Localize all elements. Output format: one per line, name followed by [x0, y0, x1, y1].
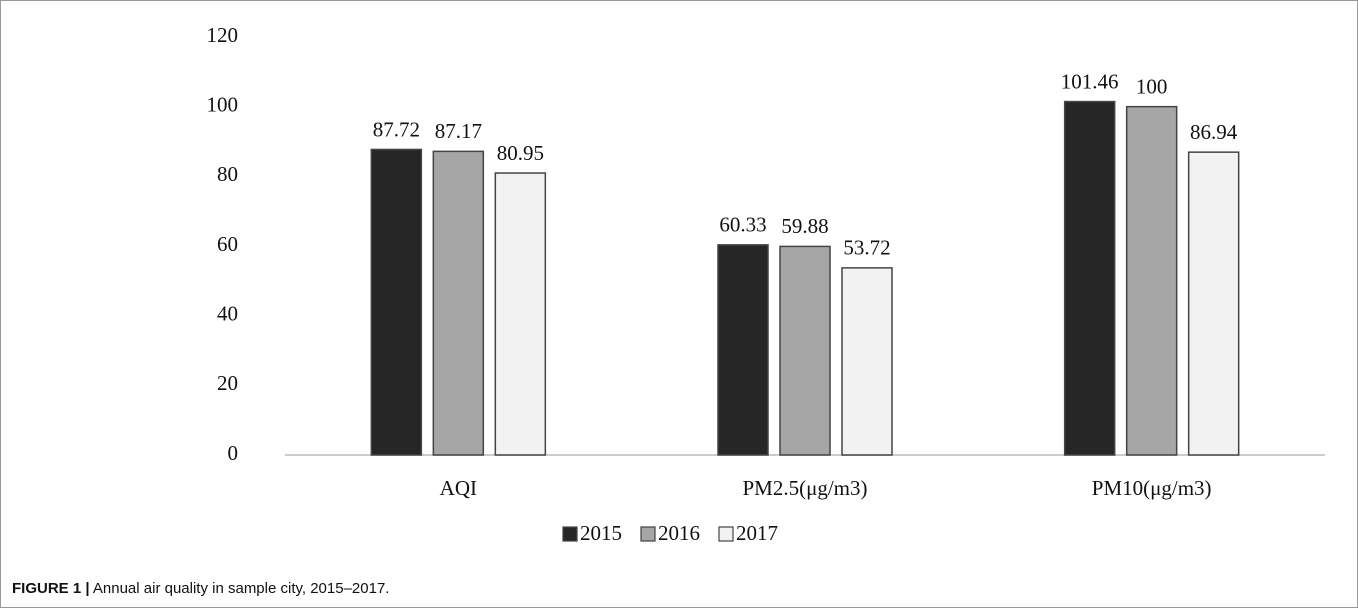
bar — [432, 150, 485, 456]
legend-label: 2017 — [736, 521, 778, 545]
bar — [717, 244, 769, 456]
legend-swatch — [718, 526, 734, 542]
y-tick-label: 120 — [207, 23, 239, 47]
legend-swatch — [640, 526, 656, 542]
value-label: 80.95 — [497, 141, 544, 165]
caption: FIGURE 1 | Annual air quality in sample … — [12, 580, 389, 597]
caption-label: FIGURE 1 | — [12, 580, 90, 597]
y-tick-label: 0 — [228, 441, 239, 465]
bar — [1063, 100, 1116, 456]
x-tick-label: PM2.5(μg/m3) — [742, 476, 867, 500]
value-label: 87.72 — [373, 117, 420, 141]
value-label: 53.72 — [843, 236, 890, 260]
bar — [841, 267, 893, 456]
y-tick-label: 60 — [217, 232, 238, 256]
y-tick-label: 40 — [217, 301, 238, 325]
x-tick-label: PM10(μg/m3) — [1092, 476, 1212, 500]
y-tick-label: 100 — [207, 92, 239, 116]
bar — [494, 172, 547, 456]
x-tick-label: AQI — [440, 476, 477, 500]
legend-label: 2016 — [658, 521, 700, 545]
bar — [370, 148, 423, 456]
value-label: 101.46 — [1061, 69, 1119, 93]
value-label: 100 — [1136, 74, 1168, 98]
value-label: 59.88 — [781, 214, 828, 238]
bar — [1125, 105, 1178, 456]
legend-label: 2015 — [580, 521, 622, 545]
bar — [1187, 151, 1240, 456]
value-label: 60.33 — [719, 213, 766, 237]
value-label: 87.17 — [435, 119, 482, 143]
y-tick-label: 20 — [217, 371, 238, 395]
legend-swatch — [562, 526, 578, 542]
caption-text: Annual air quality in sample city, 2015–… — [93, 580, 390, 597]
value-label: 86.94 — [1190, 120, 1238, 144]
y-tick-label: 80 — [217, 162, 238, 186]
bar — [779, 245, 831, 456]
